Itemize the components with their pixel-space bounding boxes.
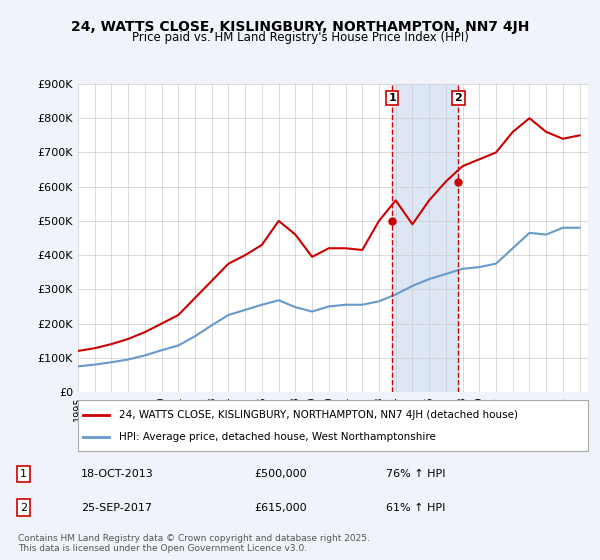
Text: 61% ↑ HPI: 61% ↑ HPI (386, 502, 446, 512)
Text: 2: 2 (455, 93, 462, 103)
Text: £500,000: £500,000 (254, 469, 307, 479)
Text: 18-OCT-2013: 18-OCT-2013 (81, 469, 154, 479)
Text: 76% ↑ HPI: 76% ↑ HPI (386, 469, 446, 479)
Text: 2: 2 (20, 502, 27, 512)
Text: 25-SEP-2017: 25-SEP-2017 (81, 502, 152, 512)
Text: Price paid vs. HM Land Registry's House Price Index (HPI): Price paid vs. HM Land Registry's House … (131, 31, 469, 44)
Text: 24, WATTS CLOSE, KISLINGBURY, NORTHAMPTON, NN7 4JH (detached house): 24, WATTS CLOSE, KISLINGBURY, NORTHAMPTO… (119, 409, 518, 419)
Text: HPI: Average price, detached house, West Northamptonshire: HPI: Average price, detached house, West… (119, 432, 436, 442)
Bar (392, 84, 458, 392)
Text: 1: 1 (388, 93, 396, 103)
Text: 24, WATTS CLOSE, KISLINGBURY, NORTHAMPTON, NN7 4JH: 24, WATTS CLOSE, KISLINGBURY, NORTHAMPTO… (71, 20, 529, 34)
Text: £615,000: £615,000 (254, 502, 307, 512)
Text: 1: 1 (20, 469, 27, 479)
Text: Contains HM Land Registry data © Crown copyright and database right 2025.
This d: Contains HM Land Registry data © Crown c… (18, 534, 370, 553)
